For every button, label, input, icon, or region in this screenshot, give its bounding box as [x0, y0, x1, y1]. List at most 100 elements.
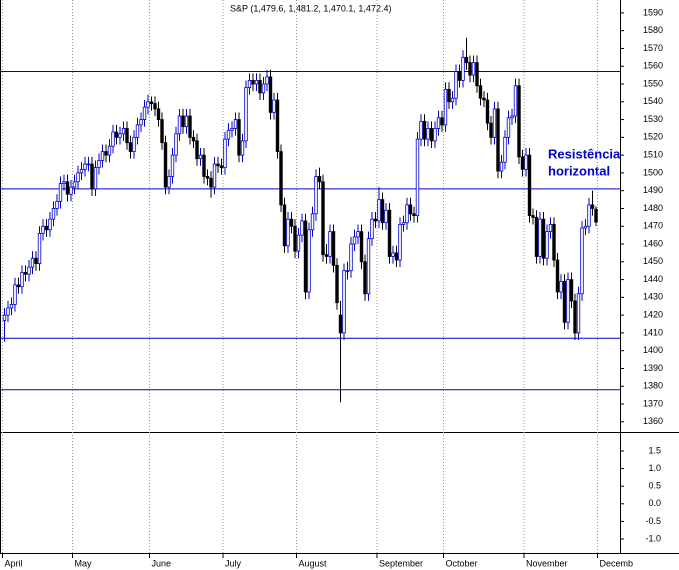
- candle-body: [128, 142, 133, 152]
- candle-body: [282, 204, 287, 247]
- candle-body: [79, 168, 84, 174]
- candle-body: [443, 88, 448, 126]
- candle-body: [65, 181, 70, 195]
- candle-body: [230, 128, 234, 131]
- candle-body: [212, 163, 217, 188]
- candle-body: [503, 136, 507, 163]
- candle-body: [240, 140, 245, 156]
- y-tick-label: 1470: [643, 221, 663, 231]
- candle-body: [471, 62, 476, 76]
- candle-body: [454, 71, 458, 99]
- candle-body: [275, 99, 280, 152]
- candle-body: [517, 85, 521, 158]
- candle-body: [328, 231, 332, 257]
- y-tick-label: 1390: [643, 363, 663, 373]
- y-tick-label: 0.0: [648, 498, 661, 508]
- candle-body: [464, 56, 469, 64]
- candle-body: [293, 225, 297, 252]
- candle-body: [576, 293, 581, 334]
- candle-body: [552, 224, 556, 261]
- candle-body: [590, 204, 595, 209]
- x-tick-label: August: [299, 558, 328, 568]
- candle-body: [62, 181, 66, 184]
- candle-body: [139, 119, 143, 126]
- y-tick-label: 1.0: [648, 463, 661, 473]
- candle-body: [422, 120, 427, 140]
- candle-body: [174, 133, 178, 156]
- candle-body: [468, 62, 472, 76]
- candle-body: [2, 314, 7, 321]
- candle-body: [436, 117, 441, 129]
- candle-body: [20, 272, 24, 288]
- candle-body: [345, 270, 350, 272]
- candle-body: [356, 231, 360, 238]
- candle-body: [387, 209, 392, 257]
- candle-body: [223, 138, 227, 168]
- candle-body: [286, 218, 290, 247]
- candle-body: [188, 115, 192, 138]
- candle-body: [527, 154, 532, 216]
- candle-body: [531, 215, 535, 218]
- candle-body: [587, 204, 591, 227]
- candle-body: [111, 131, 115, 147]
- candle-body: [69, 186, 73, 195]
- candle-body: [461, 56, 465, 81]
- candle-body: [373, 218, 378, 222]
- candle-body: [450, 97, 455, 103]
- y-tick-label: 1520: [643, 132, 663, 142]
- candle-body: [296, 234, 301, 252]
- candle-body: [447, 88, 451, 103]
- y-tick-label: -0.5: [645, 516, 661, 526]
- candle-body: [370, 218, 374, 240]
- annotation: Resistência: [548, 146, 621, 161]
- y-tick-label: 1430: [643, 292, 663, 302]
- candle-body: [440, 117, 444, 126]
- candle-body: [13, 284, 17, 305]
- candle-body: [380, 199, 385, 224]
- candle-body: [289, 218, 294, 227]
- candle-body: [104, 151, 108, 156]
- candle-body: [303, 220, 308, 293]
- candle-body: [331, 231, 336, 266]
- candle-body: [548, 224, 553, 232]
- y-tick-label: 0.5: [648, 481, 661, 491]
- candle-body: [300, 220, 304, 236]
- y-tick-label: 1500: [643, 167, 663, 177]
- candle-body: [27, 266, 31, 275]
- candle-body: [23, 272, 28, 275]
- candle-body: [573, 300, 577, 334]
- candle-body: [475, 62, 479, 87]
- candle-body: [412, 213, 416, 216]
- candle-body: [545, 231, 549, 259]
- candle-body: [86, 163, 91, 166]
- candle-body: [181, 115, 185, 128]
- candle-body: [55, 200, 59, 209]
- candle-body: [419, 120, 423, 140]
- candle-body: [594, 208, 598, 223]
- candle-body: [191, 136, 196, 142]
- candle-body: [209, 177, 213, 188]
- candle-body: [216, 163, 220, 167]
- candle-body: [254, 80, 259, 85]
- candle-body: [363, 261, 367, 295]
- y-tick-label: 1370: [643, 398, 663, 408]
- candle-body: [566, 279, 570, 323]
- candle-body: [6, 307, 10, 316]
- candle-body: [156, 108, 161, 120]
- candle-body: [72, 181, 77, 188]
- candle-body: [9, 304, 14, 309]
- y-tick-label: 1400: [643, 345, 663, 355]
- candle-body: [160, 119, 164, 144]
- candle-body: [541, 218, 546, 259]
- candle-body: [125, 128, 129, 144]
- y-tick-label: 1360: [643, 416, 663, 426]
- candle-body: [324, 254, 329, 257]
- y-tick-label: 1510: [643, 149, 663, 159]
- candle-body: [499, 161, 504, 172]
- x-tick-label: May: [75, 558, 93, 568]
- candle-body: [205, 176, 210, 179]
- y-tick-label: 1580: [643, 25, 663, 35]
- candle-body: [310, 213, 315, 231]
- candle-body: [219, 165, 224, 168]
- y-tick-label: -1.0: [645, 533, 661, 543]
